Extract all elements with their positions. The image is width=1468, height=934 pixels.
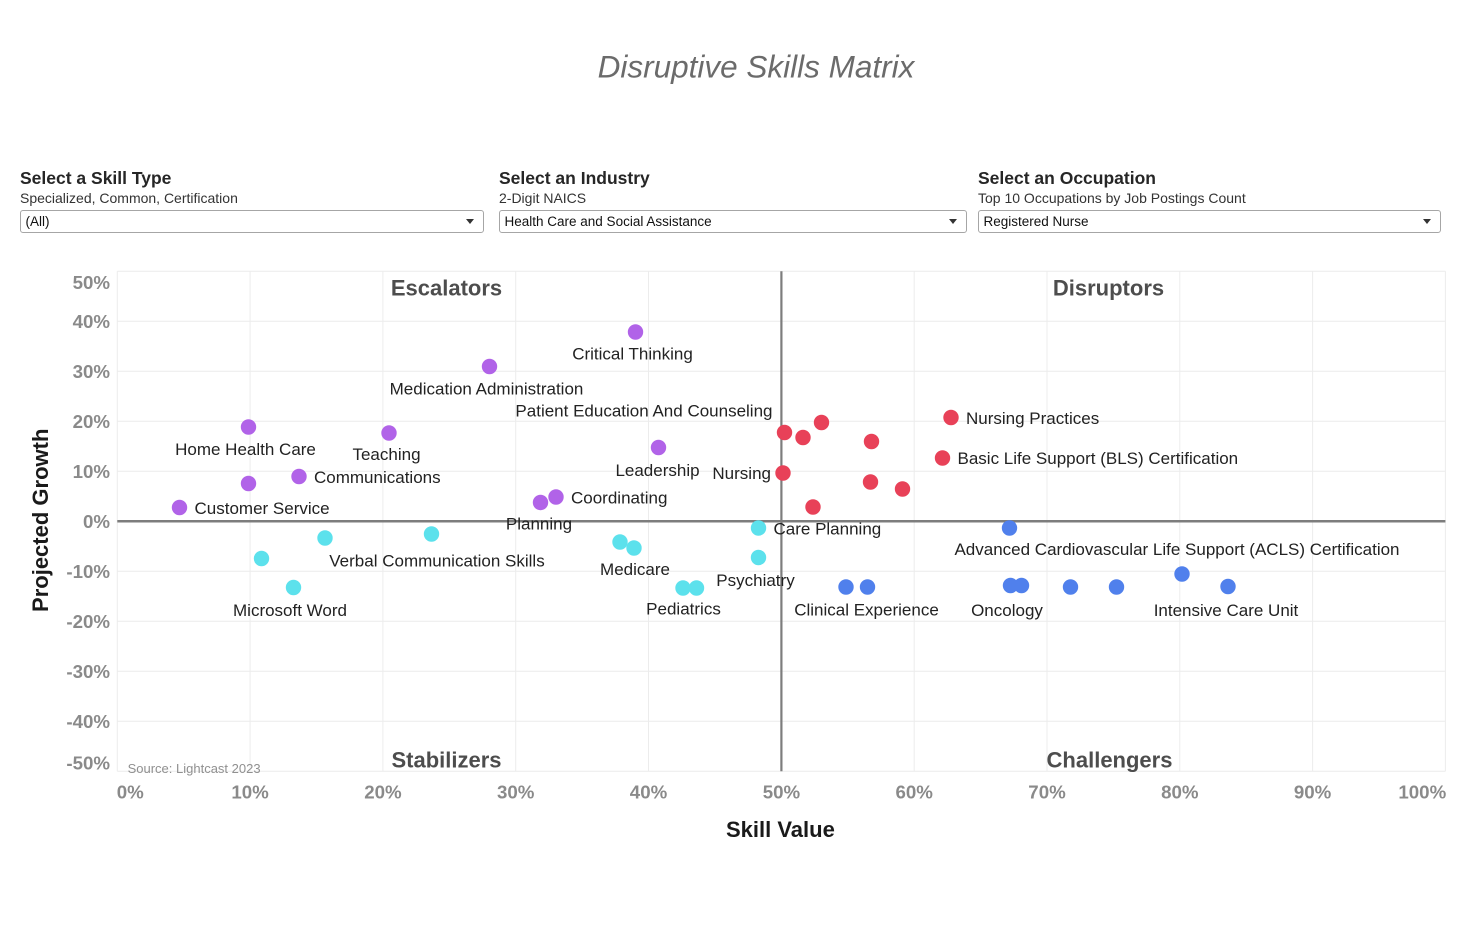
svg-text:Care Planning: Care Planning: [774, 520, 882, 539]
svg-text:Patient Education And Counseli: Patient Education And Counseling: [515, 402, 772, 421]
svg-text:Psychiatry: Psychiatry: [716, 571, 795, 590]
svg-text:-10%: -10%: [66, 561, 110, 582]
svg-text:Customer Service: Customer Service: [195, 499, 330, 518]
svg-text:60%: 60%: [895, 782, 933, 803]
svg-text:Leadership: Leadership: [615, 461, 699, 480]
svg-text:Teaching: Teaching: [352, 445, 420, 464]
svg-text:Home Health Care: Home Health Care: [175, 440, 316, 459]
svg-text:Communications: Communications: [314, 468, 441, 487]
svg-text:Skill Value: Skill Value: [726, 817, 835, 842]
svg-text:Disruptors: Disruptors: [1053, 276, 1164, 301]
svg-text:20%: 20%: [73, 411, 111, 432]
svg-text:-50%: -50%: [66, 752, 110, 773]
svg-text:Intensive Care Unit: Intensive Care Unit: [1154, 601, 1299, 620]
svg-text:30%: 30%: [497, 782, 535, 803]
svg-text:Microsoft Word: Microsoft Word: [233, 601, 347, 620]
svg-text:-20%: -20%: [66, 611, 110, 632]
svg-text:Projected Growth: Projected Growth: [28, 429, 53, 612]
svg-text:20%: 20%: [364, 782, 402, 803]
svg-text:50%: 50%: [73, 272, 111, 293]
svg-text:10%: 10%: [73, 461, 111, 482]
svg-text:Oncology: Oncology: [971, 601, 1043, 620]
svg-text:Medication Administration: Medication Administration: [390, 380, 584, 399]
svg-text:Source: Lightcast 2023: Source: Lightcast 2023: [128, 761, 261, 776]
svg-text:Disruptive Skills Matrix: Disruptive Skills Matrix: [598, 48, 916, 84]
svg-text:Escalators: Escalators: [391, 276, 502, 301]
svg-text:Stabilizers: Stabilizers: [391, 748, 501, 773]
svg-text:Advanced Cardiovascular Life S: Advanced Cardiovascular Life Support (AC…: [954, 540, 1399, 559]
svg-text:50%: 50%: [763, 782, 801, 803]
svg-text:10%: 10%: [231, 782, 269, 803]
svg-text:Clinical Experience: Clinical Experience: [794, 601, 939, 620]
svg-text:40%: 40%: [630, 782, 668, 803]
svg-text:0%: 0%: [117, 782, 144, 803]
svg-text:-40%: -40%: [66, 711, 110, 732]
svg-text:Verbal Communication Skills: Verbal Communication Skills: [329, 552, 544, 571]
svg-text:70%: 70%: [1028, 782, 1066, 803]
svg-text:30%: 30%: [73, 361, 111, 382]
svg-text:90%: 90%: [1294, 782, 1332, 803]
svg-text:Challengers: Challengers: [1047, 748, 1173, 773]
svg-text:Critical Thinking: Critical Thinking: [572, 345, 693, 364]
svg-text:-30%: -30%: [66, 661, 110, 682]
svg-text:Nursing: Nursing: [712, 464, 771, 483]
svg-text:40%: 40%: [73, 311, 111, 332]
svg-text:Nursing Practices: Nursing Practices: [966, 409, 1099, 428]
svg-text:0%: 0%: [83, 511, 110, 532]
svg-text:100%: 100%: [1398, 782, 1446, 803]
svg-text:80%: 80%: [1161, 782, 1199, 803]
svg-text:Planning: Planning: [506, 515, 572, 534]
svg-text:Pediatrics: Pediatrics: [646, 600, 721, 619]
svg-text:Coordinating: Coordinating: [571, 489, 667, 508]
svg-text:Basic Life Support (BLS) Certi: Basic Life Support (BLS) Certification: [958, 449, 1239, 468]
svg-text:Medicare: Medicare: [600, 560, 670, 579]
